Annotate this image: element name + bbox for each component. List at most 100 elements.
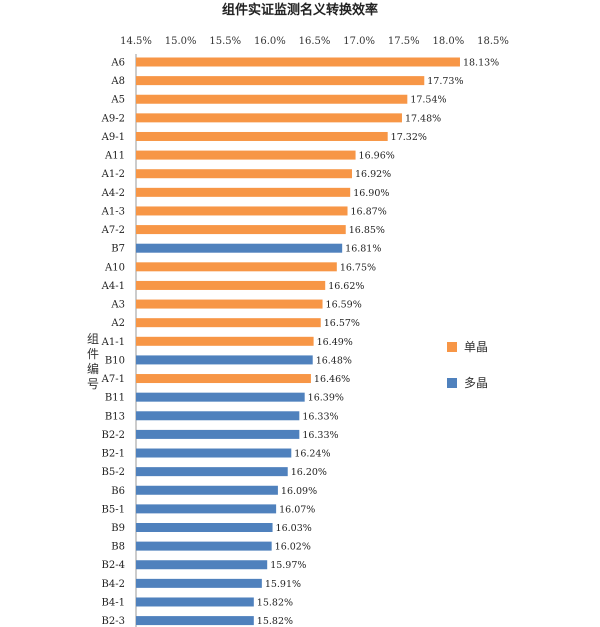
category-label: A10 bbox=[104, 262, 125, 273]
category-label: B6 bbox=[111, 486, 125, 497]
y-axis-title-char: 编 bbox=[87, 361, 99, 376]
value-label: 16.33% bbox=[302, 411, 338, 422]
legend-swatch bbox=[447, 378, 457, 388]
category-label: A9-1 bbox=[101, 132, 125, 143]
x-tick-label: 15.0% bbox=[165, 36, 197, 47]
bar bbox=[136, 187, 351, 197]
bar bbox=[136, 429, 300, 439]
bar bbox=[136, 467, 288, 477]
category-label: B2-2 bbox=[102, 430, 125, 441]
value-label: 16.96% bbox=[359, 151, 395, 162]
bar bbox=[136, 504, 277, 514]
category-label: B2-4 bbox=[102, 560, 125, 571]
bars bbox=[136, 57, 460, 626]
category-label: A1-2 bbox=[101, 169, 125, 180]
value-label: 16.49% bbox=[317, 337, 353, 348]
value-label: 16.81% bbox=[345, 244, 381, 255]
bar bbox=[136, 578, 262, 588]
x-tick-label: 16.0% bbox=[254, 36, 286, 47]
x-tick-label: 17.0% bbox=[343, 36, 375, 47]
bar bbox=[136, 131, 388, 141]
category-label: A11 bbox=[104, 151, 125, 162]
category-label: A9-2 bbox=[101, 113, 125, 124]
y-axis-title-char: 件 bbox=[87, 347, 99, 361]
bar bbox=[136, 523, 273, 532]
x-tick-label: 17.5% bbox=[388, 36, 420, 47]
value-labels: 18.13%17.73% 17.54% 17.48% 17.32% 16.96% 16.9… bbox=[257, 58, 499, 627]
x-tick-label: 14.5% bbox=[120, 36, 152, 47]
value-label: 16.02% bbox=[275, 542, 311, 553]
value-label: 16.48% bbox=[316, 355, 352, 366]
category-label: A2 bbox=[110, 318, 125, 329]
x-tick-label: 16.5% bbox=[299, 36, 331, 47]
category-label: B9 bbox=[111, 523, 125, 534]
value-label: 15.91% bbox=[265, 579, 301, 590]
value-label: 16.39% bbox=[308, 393, 344, 404]
bar bbox=[136, 225, 346, 235]
bar bbox=[136, 448, 292, 458]
category-label: A4-1 bbox=[101, 281, 125, 292]
bar bbox=[136, 560, 268, 570]
value-label: 17.73% bbox=[427, 76, 463, 87]
bar bbox=[136, 206, 348, 216]
value-label: 16.85% bbox=[349, 225, 385, 236]
chart-title: 组件实证监测名义转换效率 bbox=[222, 2, 378, 18]
category-label: A7-2 bbox=[101, 225, 125, 236]
bar bbox=[136, 280, 326, 290]
category-label: B2-3 bbox=[102, 616, 125, 627]
bar bbox=[136, 541, 272, 551]
category-label: B4-2 bbox=[102, 579, 125, 590]
value-label: 16.24% bbox=[294, 449, 330, 460]
bar bbox=[136, 243, 343, 253]
bar bbox=[136, 169, 352, 179]
category-label: B2-1 bbox=[102, 449, 125, 460]
bar bbox=[136, 76, 425, 86]
value-label: 17.54% bbox=[410, 95, 446, 106]
category-label: B8 bbox=[111, 542, 125, 553]
value-label: 16.20% bbox=[291, 467, 327, 478]
category-labels: A6 A8 A5 A9-2 A9-1 A11 A1-2 A4-2 A1-3 A7-2 B7 A10 A4… bbox=[101, 58, 125, 627]
bar bbox=[136, 355, 313, 365]
category-label: B10 bbox=[105, 355, 125, 366]
bar bbox=[136, 299, 323, 309]
category-label: A4-2 bbox=[101, 188, 125, 199]
bar bbox=[136, 262, 337, 272]
value-label: 16.03% bbox=[276, 523, 312, 534]
category-label: B13 bbox=[105, 411, 125, 422]
category-label: B11 bbox=[105, 393, 125, 404]
category-label: B5-1 bbox=[102, 504, 125, 515]
x-tick-label: 18.5% bbox=[477, 36, 509, 47]
bar bbox=[136, 597, 254, 607]
y-axis-title-char: 号 bbox=[87, 377, 99, 391]
bar bbox=[136, 485, 278, 495]
x-axis-ticks: 14.5% 15.0% 15.5% 16.0% 16.5% 17.0% 17.5% 18.0%… bbox=[120, 36, 509, 47]
value-label: 16.57% bbox=[324, 318, 360, 329]
category-label: A1-3 bbox=[101, 206, 125, 217]
value-label: 17.32% bbox=[391, 132, 427, 143]
category-label: B7 bbox=[111, 244, 125, 255]
value-label: 15.82% bbox=[257, 597, 293, 608]
value-label: 16.75% bbox=[340, 262, 376, 273]
value-label: 15.97% bbox=[270, 560, 306, 571]
category-label: B4-1 bbox=[102, 597, 125, 608]
category-label: A3 bbox=[110, 300, 125, 311]
category-label: A1-1 bbox=[101, 337, 125, 348]
value-label: 18.13% bbox=[463, 58, 499, 69]
bar bbox=[136, 336, 314, 346]
legend-label: 单晶 bbox=[464, 340, 488, 354]
legend-label: 多晶 bbox=[464, 376, 488, 390]
category-label: A7-1 bbox=[101, 374, 125, 385]
category-label: A5 bbox=[110, 95, 125, 106]
value-label: 15.82% bbox=[257, 616, 293, 627]
x-tick-label: 18.0% bbox=[432, 36, 464, 47]
value-label: 16.07% bbox=[279, 504, 315, 515]
bar bbox=[136, 113, 402, 123]
value-label: 16.09% bbox=[281, 486, 317, 497]
bar bbox=[136, 318, 321, 328]
bar bbox=[136, 94, 408, 104]
legend-swatch bbox=[447, 342, 457, 352]
value-label: 16.90% bbox=[353, 188, 389, 199]
